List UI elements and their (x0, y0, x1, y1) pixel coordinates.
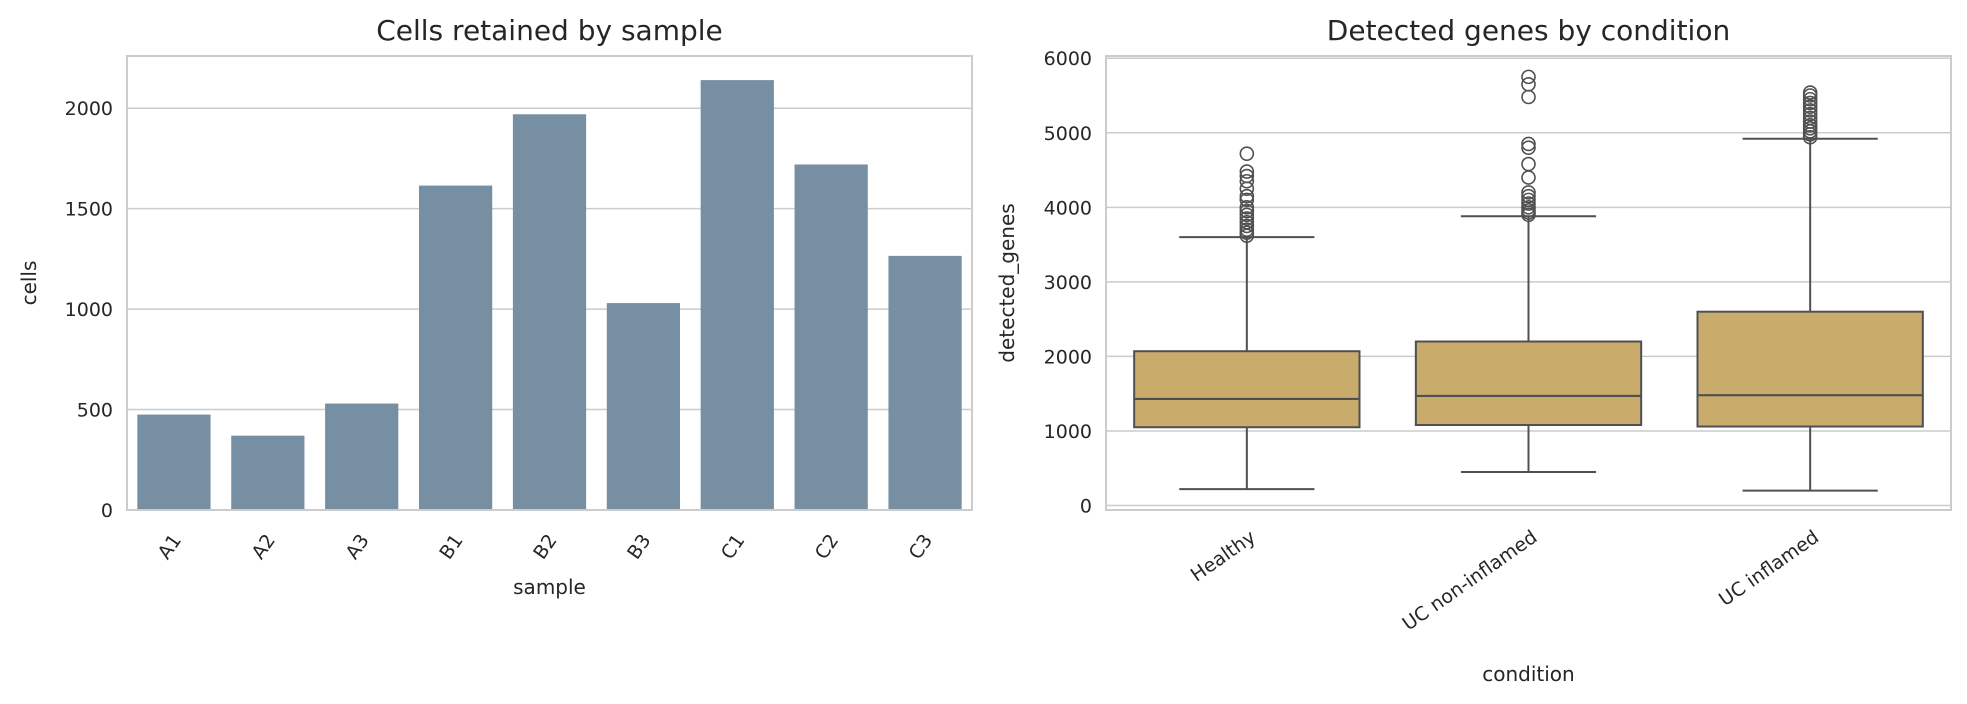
outlier-point (1802, 95, 1818, 111)
bar-C3 (888, 255, 962, 510)
box-y-tick-label: 3000 (1044, 272, 1092, 294)
bar-y-tick-label: 2000 (65, 98, 113, 120)
outlier-point (1239, 200, 1255, 215)
outlier-point (1802, 106, 1818, 122)
box-plot-x-axis-label: condition (1482, 662, 1574, 686)
interquartile-box (1696, 310, 1924, 428)
outlier-point (1521, 156, 1536, 172)
bar-x-tick-label: B1 (435, 530, 467, 563)
outlier-point (1521, 185, 1536, 200)
outlier-point (1239, 211, 1255, 226)
box-y-tick-label: 4000 (1044, 197, 1092, 219)
bar-x-tick-label: A3 (341, 530, 373, 563)
bar-A3 (325, 403, 399, 510)
outlier-point (1521, 77, 1536, 92)
bar-chart-title: Cells retained by sample (376, 14, 723, 47)
box-plot-panel: 0 1000 2000 3000 4000 5000 6000 Healthy UC non-… (995, 14, 1952, 686)
bar-B3 (606, 303, 681, 510)
outlier-point (1239, 146, 1255, 161)
bar-chart-x-axis-label: sample (513, 575, 586, 599)
box-uc-inflamed (1696, 85, 1924, 492)
bar-B1 (418, 185, 493, 510)
outlier-point (1239, 222, 1255, 237)
outlier-point (1521, 188, 1536, 204)
box-x-tick-label: Healthy (1187, 526, 1260, 586)
box-plot-y-axis-label: detected_genes (995, 203, 1019, 362)
bar-C2 (794, 164, 868, 510)
outlier-point (1521, 170, 1536, 185)
outlier-point (1239, 188, 1255, 204)
box-y-tick-label: 2000 (1044, 346, 1092, 368)
interquartile-box (1133, 350, 1361, 429)
bar-x-tick-label: C3 (905, 530, 938, 563)
outlier-point (1521, 192, 1536, 208)
bar-y-tick-label: 500 (77, 400, 113, 422)
bar-chart-panel: 0 500 1000 1500 2000 A1 A2 A3 B1 B2 B3 C1 C2 C3 Cell… (17, 14, 973, 599)
outlier-point (1521, 89, 1536, 105)
outlier-point (1239, 203, 1255, 219)
box-y-tick-label: 5000 (1044, 123, 1092, 145)
box-y-tick-label: 6000 (1044, 48, 1092, 70)
outlier-point (1802, 85, 1818, 100)
box-healthy (1133, 146, 1361, 491)
outlier-point (1239, 207, 1255, 223)
outlier-point (1239, 168, 1255, 184)
interquartile-box (1414, 340, 1643, 427)
bar-chart-frame (126, 55, 973, 511)
outlier-point (1802, 114, 1818, 129)
outlier-point (1802, 99, 1818, 114)
outlier-point (1239, 192, 1255, 208)
outlier-point (1802, 118, 1818, 133)
box-x-tick-label: UC inflamed (1715, 526, 1823, 611)
outlier-point (1802, 110, 1818, 126)
bar-x-tick-label: B3 (623, 530, 655, 563)
bar-A2 (231, 435, 305, 510)
box-y-tick-label: 1000 (1044, 421, 1092, 443)
bar-x-tick-label: A2 (248, 530, 280, 563)
box-x-tick-label: UC non-inflamed (1399, 526, 1542, 635)
outlier-point (1521, 69, 1536, 85)
outlier-point (1521, 136, 1536, 152)
bar-chart-y-axis-label: cells (17, 261, 41, 306)
outlier-point (1239, 218, 1255, 234)
box-uc-non-inflamed (1414, 69, 1643, 473)
outlier-point (1802, 103, 1818, 118)
bar-x-tick-label: C2 (811, 530, 844, 563)
box-plot-title: Detected genes by condition (1327, 14, 1730, 47)
bar-y-tick-label: 1000 (65, 299, 113, 321)
outlier-point (1239, 173, 1255, 189)
box-plot-frame (1105, 55, 1952, 511)
outlier-point (1239, 214, 1255, 230)
bar-y-tick-label: 0 (101, 500, 113, 522)
bar-y-tick-label: 1500 (65, 199, 113, 221)
outlier-point (1521, 200, 1536, 215)
outlier-point (1802, 91, 1818, 107)
bar-x-tick-label: A1 (154, 530, 186, 563)
bar-x-tick-label: C1 (717, 530, 750, 563)
bar-x-tick-label: B2 (529, 530, 561, 563)
bar-A1 (137, 414, 211, 510)
bar-B2 (512, 114, 587, 510)
outlier-point (1239, 164, 1255, 179)
bar-C1 (700, 80, 774, 510)
outlier-point (1521, 196, 1536, 211)
outlier-point (1521, 140, 1536, 155)
box-y-tick-label: 0 (1080, 496, 1092, 518)
